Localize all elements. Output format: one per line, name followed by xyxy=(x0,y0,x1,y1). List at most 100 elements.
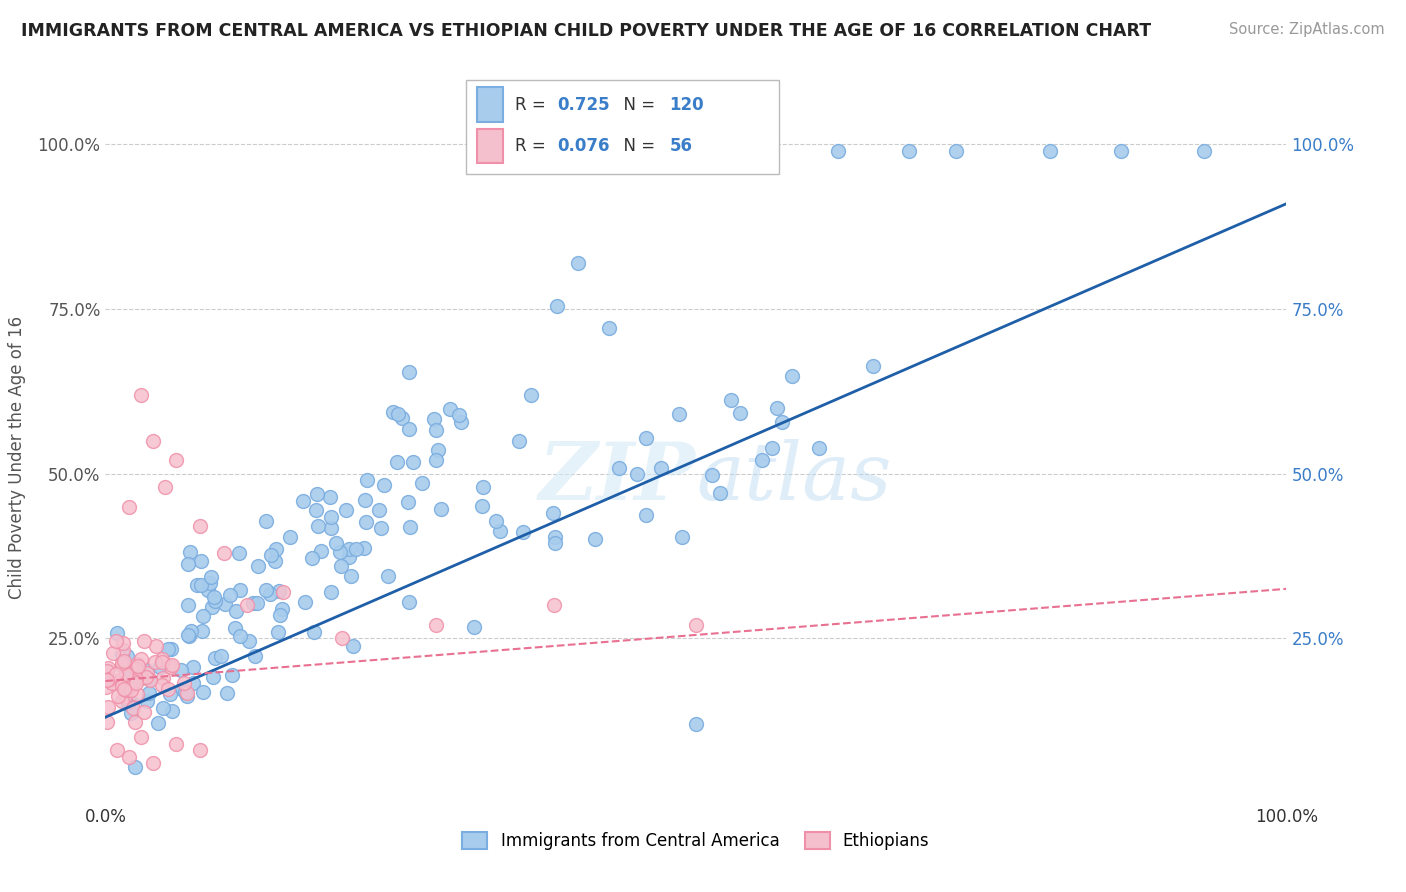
Point xyxy=(292,494,315,508)
Point xyxy=(700,467,723,482)
Point xyxy=(426,442,449,457)
Point xyxy=(129,652,152,666)
Point xyxy=(583,532,606,546)
Point xyxy=(111,642,134,657)
Point xyxy=(191,608,214,623)
Point xyxy=(302,624,325,639)
Point xyxy=(598,320,620,334)
Point xyxy=(1192,144,1215,158)
Point xyxy=(190,554,212,568)
Point xyxy=(190,578,212,592)
Point xyxy=(105,666,128,681)
Text: Source: ZipAtlas.com: Source: ZipAtlas.com xyxy=(1229,22,1385,37)
Point xyxy=(508,434,530,448)
Point xyxy=(472,480,495,494)
Point xyxy=(122,674,145,689)
Point xyxy=(225,604,247,618)
Point xyxy=(121,696,143,710)
Point xyxy=(160,658,183,673)
Point xyxy=(319,510,342,524)
Point xyxy=(439,402,461,417)
Point xyxy=(190,624,212,638)
Point xyxy=(411,476,433,491)
Point xyxy=(202,670,225,684)
Point xyxy=(305,503,328,517)
Point xyxy=(425,423,447,437)
Point xyxy=(229,629,252,643)
Point xyxy=(177,557,200,571)
Point xyxy=(269,608,291,623)
Point xyxy=(544,536,567,550)
Point xyxy=(105,625,128,640)
Point xyxy=(385,455,408,469)
Point xyxy=(337,549,360,564)
Text: 120: 120 xyxy=(669,95,704,113)
Point xyxy=(1109,144,1132,158)
Point xyxy=(124,676,146,690)
Point xyxy=(101,646,124,660)
Point xyxy=(450,415,472,429)
Point xyxy=(100,676,122,690)
Point xyxy=(685,716,707,731)
Point xyxy=(165,737,187,751)
Point xyxy=(512,525,534,540)
Point xyxy=(136,693,159,707)
Point xyxy=(728,406,751,420)
Point xyxy=(142,434,165,448)
Point xyxy=(114,690,136,705)
Point xyxy=(368,503,391,517)
Point xyxy=(751,453,773,467)
Point xyxy=(125,657,148,672)
Point xyxy=(177,629,200,643)
Point xyxy=(127,658,149,673)
Point xyxy=(387,408,409,422)
Point xyxy=(342,639,364,653)
Point xyxy=(121,677,143,691)
Point xyxy=(114,689,136,703)
Point xyxy=(398,495,420,509)
Point xyxy=(337,541,360,556)
Point xyxy=(174,684,197,698)
Point xyxy=(107,689,129,703)
Point xyxy=(827,144,849,158)
Point xyxy=(399,520,422,534)
Point xyxy=(112,654,135,668)
Point xyxy=(197,582,219,597)
Text: 0.076: 0.076 xyxy=(557,137,609,155)
Point xyxy=(945,144,967,158)
Point xyxy=(176,628,198,642)
Point xyxy=(125,673,148,687)
Point xyxy=(353,541,375,555)
Point xyxy=(186,578,208,592)
Point xyxy=(356,473,378,487)
Point xyxy=(808,441,831,455)
Point xyxy=(145,639,167,653)
Text: atlas: atlas xyxy=(696,439,891,516)
Point xyxy=(1039,144,1062,158)
Legend: Immigrants from Central America, Ethiopians: Immigrants from Central America, Ethiopi… xyxy=(456,825,936,856)
Point xyxy=(129,730,152,744)
Point xyxy=(780,369,803,384)
Point xyxy=(541,506,564,520)
Point xyxy=(246,596,269,610)
Point xyxy=(150,678,173,692)
Point xyxy=(138,673,160,687)
Point xyxy=(181,660,204,674)
Point xyxy=(142,756,165,771)
Point xyxy=(188,743,211,757)
Point xyxy=(398,595,420,609)
Point xyxy=(117,648,139,663)
Point xyxy=(423,411,446,425)
Point xyxy=(105,743,128,757)
Point xyxy=(224,621,246,635)
Point xyxy=(156,682,179,697)
Point xyxy=(301,551,323,566)
Point xyxy=(124,759,146,773)
Point xyxy=(176,686,198,700)
Point xyxy=(202,590,225,604)
Point xyxy=(152,671,174,685)
Point xyxy=(104,634,127,648)
Point xyxy=(650,460,672,475)
Point xyxy=(117,678,139,692)
Point xyxy=(214,597,236,611)
